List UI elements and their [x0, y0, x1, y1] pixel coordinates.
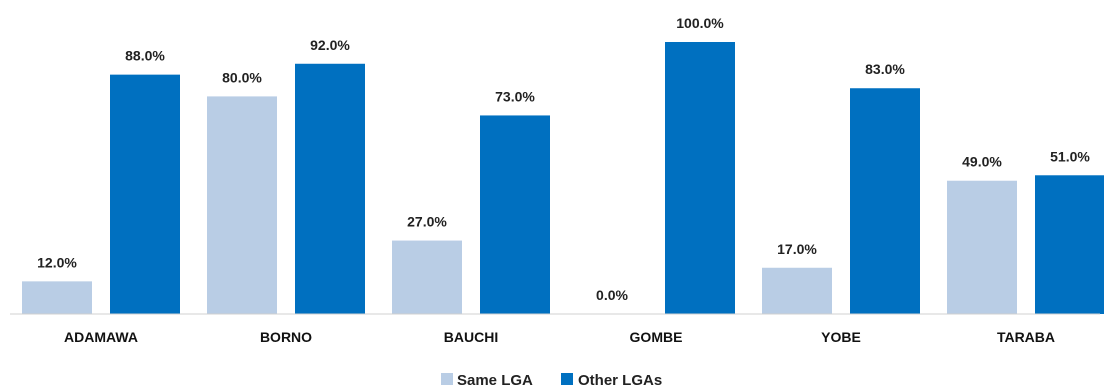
bar-bauchi-same-lga: [392, 240, 462, 314]
value-label-bauchi-other-lgas: 73.0%: [495, 88, 535, 104]
value-label-taraba-other-lgas: 51.0%: [1050, 148, 1090, 164]
value-label-borno-other-lgas: 92.0%: [310, 37, 350, 53]
category-label-yobe: YOBE: [821, 329, 861, 345]
value-label-adamawa-same-lga: 12.0%: [37, 254, 77, 270]
legend-label-other-lgas: Other LGAs: [578, 372, 662, 389]
legend-swatch-other-lgas: [561, 373, 573, 385]
category-label-adamawa: ADAMAWA: [64, 329, 138, 345]
value-label-gombe-same-lga: 0.0%: [596, 287, 628, 303]
bar-taraba-other-lgas: [1035, 175, 1104, 314]
bar-adamawa-same-lga: [22, 281, 92, 314]
category-label-borno: BORNO: [260, 329, 312, 345]
value-label-yobe-same-lga: 17.0%: [777, 241, 817, 257]
bar-borno-same-lga: [207, 96, 277, 315]
bar-adamawa-other-lgas: [110, 74, 180, 314]
bars-layer: [22, 42, 1104, 315]
bar-borno-other-lgas: [295, 63, 365, 315]
bar-yobe-same-lga: [762, 267, 832, 314]
bar-gombe-other-lgas: [665, 42, 735, 314]
value-label-taraba-same-lga: 49.0%: [962, 154, 1002, 170]
bar-yobe-other-lgas: [850, 88, 920, 315]
category-label-taraba: TARABA: [997, 329, 1055, 345]
value-label-gombe-other-lgas: 100.0%: [676, 15, 724, 31]
legend-swatch-same-lga: [441, 373, 453, 385]
category-label-bauchi: BAUCHI: [444, 329, 498, 345]
legend-label-same-lga: Same LGA: [457, 372, 533, 389]
bar-bauchi-other-lgas: [480, 115, 550, 314]
value-labels-layer: 12.0% 88.0% 80.0% 92.0% 27.0% 73.0% 0.0% 100.0%…: [37, 15, 1090, 303]
value-label-yobe-other-lgas: 83.0%: [865, 61, 905, 77]
category-label-gombe: GOMBE: [630, 329, 683, 345]
value-label-borno-same-lga: 80.0%: [222, 69, 262, 85]
value-label-adamawa-other-lgas: 88.0%: [125, 48, 165, 64]
legend: Same LGA Other LGAs: [441, 372, 662, 389]
value-label-bauchi-same-lga: 27.0%: [407, 214, 447, 230]
bar-taraba-same-lga: [947, 180, 1017, 314]
category-labels-layer: ADAMAWA BORNO BAUCHI GOMBE YOBE TARABA: [64, 329, 1055, 345]
